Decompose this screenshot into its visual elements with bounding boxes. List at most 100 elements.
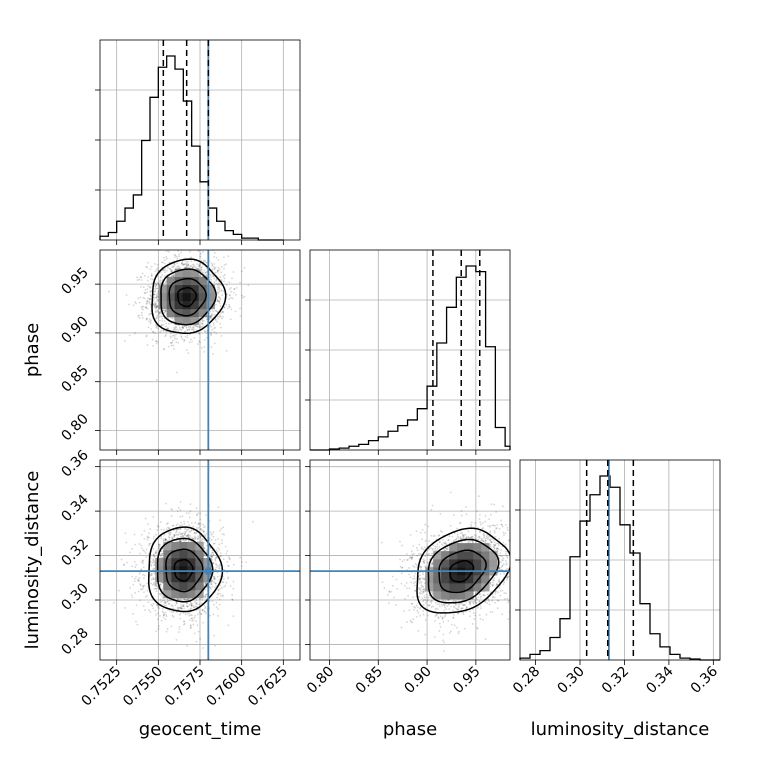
sample-point — [159, 312, 161, 315]
sample-point — [507, 601, 509, 604]
sample-point — [155, 302, 157, 305]
sample-point — [229, 318, 232, 321]
sample-point — [143, 297, 146, 300]
sample-point — [176, 265, 179, 268]
density-bin — [163, 566, 172, 575]
sample-point — [155, 304, 157, 307]
sample-point — [139, 276, 142, 279]
sample-point — [160, 271, 162, 274]
sample-point — [220, 278, 222, 281]
sample-point — [123, 564, 125, 567]
sample-point — [218, 579, 221, 581]
sample-point — [161, 607, 164, 610]
x-tick-label: 0.28 — [510, 664, 543, 697]
sample-point — [157, 547, 160, 549]
sample-point — [189, 247, 191, 249]
sample-point — [155, 552, 158, 555]
sample-point — [213, 578, 216, 581]
sample-point — [479, 521, 482, 524]
sample-point — [149, 268, 152, 271]
sample-point — [143, 577, 145, 580]
sample-point — [217, 592, 220, 595]
sample-point — [189, 534, 192, 537]
sample-point — [199, 255, 202, 258]
sample-point — [204, 525, 206, 528]
sample-point — [153, 293, 156, 296]
sample-point — [156, 267, 159, 270]
sample-point — [213, 267, 216, 270]
sample-point — [142, 286, 145, 289]
sample-point — [197, 264, 200, 267]
sample-point — [205, 549, 208, 551]
sample-point — [219, 519, 222, 522]
sample-point — [150, 289, 153, 292]
density-bin — [190, 292, 199, 302]
sample-point — [184, 531, 186, 533]
sample-point — [183, 620, 185, 623]
sample-point — [157, 525, 160, 528]
sample-point — [219, 584, 221, 587]
sample-point — [175, 341, 178, 344]
sample-point — [189, 624, 192, 627]
sample-point — [154, 552, 157, 555]
sample-point — [209, 555, 212, 558]
sample-point — [225, 303, 228, 306]
sample-point — [142, 560, 145, 563]
sample-point — [153, 555, 156, 558]
sample-point — [156, 327, 159, 330]
sample-point — [213, 576, 215, 578]
sample-point — [155, 306, 158, 308]
sample-point — [165, 250, 168, 253]
sample-point — [215, 564, 218, 566]
sample-point — [153, 583, 155, 585]
sample-point — [215, 309, 218, 312]
sample-point — [139, 583, 142, 586]
sample-point — [153, 561, 156, 564]
sample-point — [159, 276, 162, 278]
sample-point — [167, 327, 170, 330]
sample-point — [169, 268, 171, 270]
sample-point — [189, 503, 192, 506]
sample-point — [217, 317, 220, 320]
sample-point — [149, 298, 151, 301]
sample-point — [180, 251, 183, 254]
sample-point — [146, 317, 148, 320]
sample-point — [185, 264, 188, 267]
sample-point — [219, 587, 221, 590]
sample-point — [176, 257, 179, 260]
sample-point — [209, 315, 212, 317]
sample-point — [153, 555, 155, 558]
sample-point — [198, 611, 201, 614]
sample-point — [174, 254, 177, 257]
hist-panel-luminosity_distance: 0.28 0.30 0.32 0.34 0.36 — [510, 459, 721, 697]
y-tick-label: 0.80 — [58, 411, 91, 444]
sample-point — [159, 553, 162, 556]
sample-point — [183, 533, 186, 536]
sample-point — [159, 310, 162, 313]
sample-point — [218, 567, 220, 569]
sample-point — [156, 281, 159, 284]
sample-point — [218, 282, 220, 285]
sample-point — [196, 538, 199, 541]
truth-marker — [204, 567, 213, 576]
sample-point — [210, 331, 213, 334]
sample-point — [198, 264, 201, 267]
sample-point — [212, 603, 215, 606]
sample-point — [144, 292, 147, 295]
sample-point — [455, 608, 458, 611]
sample-point — [479, 531, 481, 534]
sample-point — [214, 568, 217, 571]
sample-point — [184, 266, 186, 269]
sample-point — [252, 520, 254, 523]
sample-point — [175, 540, 178, 542]
sample-point — [199, 341, 201, 344]
sample-point — [177, 329, 180, 332]
sample-point — [187, 539, 190, 542]
sample-point — [166, 598, 169, 600]
sample-point — [178, 255, 180, 258]
sample-point — [183, 263, 186, 265]
sample-point — [193, 606, 195, 608]
sample-point — [495, 547, 498, 550]
sample-point — [184, 598, 187, 601]
sample-point — [458, 605, 461, 608]
